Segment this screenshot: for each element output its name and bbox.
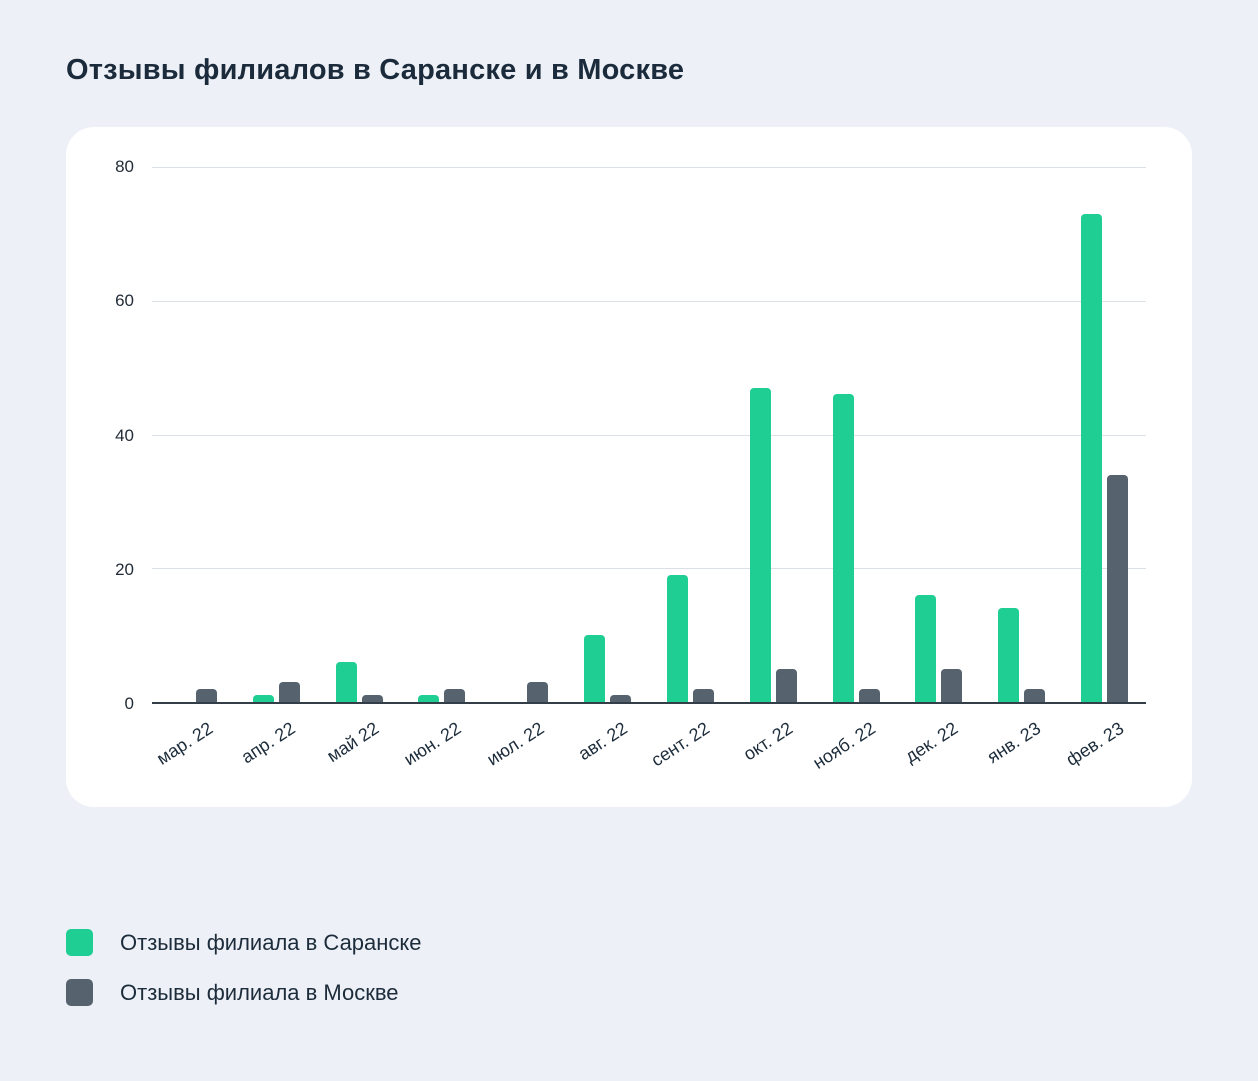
y-tick-label: 40	[115, 425, 134, 445]
plot-column: мар. 22 апр. 22 май 22 июн. 22 июл. 22 авг. 2…	[152, 167, 1146, 800]
bar-moscow[interactable]	[278, 681, 300, 702]
bar-moscow[interactable]	[1107, 474, 1129, 702]
bar-moscow[interactable]	[610, 695, 632, 702]
bar-saransk[interactable]	[666, 574, 688, 702]
legend-swatch-saransk	[66, 929, 93, 956]
legend-item-saransk[interactable]: Отзывы филиала в Саранске	[66, 929, 1192, 956]
bar-saransk[interactable]	[584, 635, 606, 702]
gridline	[152, 167, 1146, 168]
x-tick-label: нояб. 22	[809, 718, 879, 773]
x-axis-labels: мар. 22 апр. 22 май 22 июн. 22 июл. 22 авг. 2…	[152, 704, 1146, 800]
bar-group	[235, 167, 318, 702]
bar-moscow[interactable]	[1024, 688, 1046, 702]
y-tick-label: 0	[124, 694, 134, 713]
plot-wrap	[152, 167, 1146, 704]
bar-saransk[interactable]	[998, 608, 1020, 702]
x-tick: фев. 23	[1063, 704, 1146, 800]
gridline	[152, 568, 1146, 570]
x-tick-label: май 22	[322, 718, 382, 767]
bar-group	[649, 167, 732, 702]
x-tick-label: июл. 22	[483, 718, 548, 770]
bar-saransk[interactable]	[915, 595, 937, 702]
bar-saransk[interactable]	[418, 695, 440, 702]
bar-moscow[interactable]	[941, 668, 963, 702]
bar-moscow[interactable]	[444, 688, 466, 702]
bar-saransk[interactable]	[1081, 213, 1103, 702]
legend-swatch-moscow	[66, 979, 93, 1006]
bar-saransk[interactable]	[252, 695, 274, 702]
bar-chart: 0 20 40 60 80 мар. 22 апр. 22 май 22 июн. 22 июл…	[94, 157, 1146, 800]
x-tick-label: апр. 22	[238, 718, 300, 768]
x-tick: июл. 22	[483, 704, 566, 800]
bar-moscow[interactable]	[692, 688, 714, 702]
x-tick-label: окт. 22	[739, 718, 797, 765]
x-tick: авг. 22	[566, 704, 649, 800]
bar-moscow[interactable]	[775, 668, 797, 702]
gridline	[152, 300, 1146, 302]
x-tick-label: авг. 22	[574, 718, 631, 765]
bar-moscow[interactable]	[361, 695, 383, 702]
x-tick: апр. 22	[235, 704, 318, 800]
x-tick: сент. 22	[647, 704, 732, 800]
bar-saransk[interactable]	[832, 394, 854, 702]
x-tick-label: мар. 22	[153, 718, 217, 769]
bar-group	[815, 167, 898, 702]
page: Отзывы филиалов в Саранске и в Москве 0 2…	[66, 54, 1192, 1006]
bar-group	[483, 167, 566, 702]
legend-item-moscow[interactable]: Отзывы филиала в Москве	[66, 979, 1192, 1006]
x-tick: дек. 22	[897, 704, 980, 800]
bar-group	[318, 167, 401, 702]
x-tick: июн. 22	[400, 704, 483, 800]
bar-moscow[interactable]	[527, 681, 549, 702]
x-tick-label: янв. 23	[983, 718, 1045, 768]
y-tick-label: 60	[115, 291, 134, 311]
x-tick-label: фев. 23	[1062, 718, 1128, 770]
bar-group	[152, 167, 235, 702]
x-tick: окт. 22	[732, 704, 815, 800]
x-tick-label: сент. 22	[647, 718, 714, 771]
bar-group	[566, 167, 649, 702]
bar-saransk[interactable]	[749, 387, 771, 702]
legend-label-saransk: Отзывы филиала в Саранске	[120, 929, 422, 955]
bar-saransk[interactable]	[335, 661, 357, 702]
bar-moscow[interactable]	[858, 688, 880, 702]
y-axis: 0 20 40 60 80	[94, 157, 152, 713]
plot-area	[152, 167, 1146, 702]
legend-label-moscow: Отзывы филиала в Москве	[120, 979, 399, 1005]
bar-moscow[interactable]	[195, 688, 217, 702]
bar-group	[980, 167, 1063, 702]
chart-card: 0 20 40 60 80 мар. 22 апр. 22 май 22 июн. 22 июл…	[66, 127, 1192, 807]
x-tick: нояб. 22	[809, 704, 898, 800]
x-tick-label: июн. 22	[400, 718, 465, 770]
bar-group	[732, 167, 815, 702]
x-tick: янв. 23	[980, 704, 1063, 800]
y-tick-label: 20	[115, 559, 134, 579]
x-tick: мар. 22	[152, 704, 235, 800]
y-tick-label: 80	[115, 157, 134, 176]
bar-group	[897, 167, 980, 702]
x-tick-label: дек. 22	[901, 718, 962, 767]
x-tick: май 22	[318, 704, 401, 800]
gridline	[152, 434, 1146, 436]
bar-group	[400, 167, 483, 702]
legend: Отзывы филиала в Саранске Отзывы филиала …	[66, 929, 1192, 1006]
page-title: Отзывы филиалов в Саранске и в Москве	[66, 54, 685, 86]
bar-group	[1063, 167, 1146, 702]
